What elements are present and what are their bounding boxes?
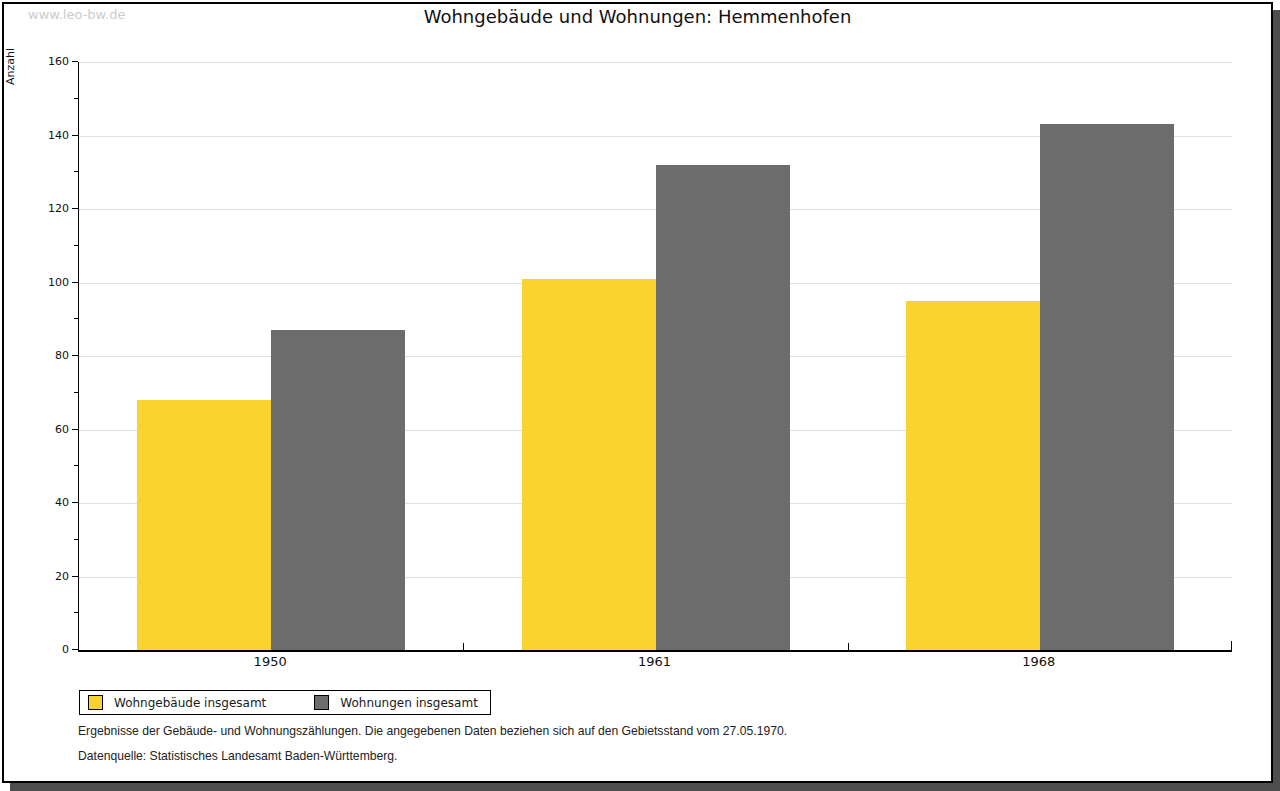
gridline-160 bbox=[79, 62, 1232, 63]
x-tick-label-1950: 1950 bbox=[254, 654, 287, 669]
y-tick-label-60: 60 bbox=[33, 423, 69, 437]
y-tick-label-100: 100 bbox=[33, 276, 69, 290]
legend-label-wohnungen: Wohnungen insgesamt bbox=[340, 696, 478, 710]
footnote-line-2: Datenquelle: Statistisches Landesamt Bad… bbox=[78, 748, 397, 763]
legend-swatch-wohnungen-icon bbox=[314, 695, 329, 710]
x-axis-end-tick bbox=[1231, 641, 1232, 650]
y-tick-label-160: 160 bbox=[33, 55, 69, 69]
bar-1950-series-1 bbox=[271, 330, 405, 650]
bar-1950-series-0 bbox=[137, 400, 271, 650]
y-tick-label-140: 140 bbox=[33, 129, 69, 143]
footnote-line-1: Ergebnisse der Gebäude- und Wohnungszähl… bbox=[78, 723, 787, 738]
legend: Wohngebäude insgesamt Wohnungen insgesam… bbox=[79, 690, 491, 715]
bar-1968-series-0 bbox=[906, 301, 1040, 650]
x-boundary-tick-1 bbox=[463, 643, 464, 650]
plot-area bbox=[78, 62, 1232, 652]
chart-page-frame: www.leo-bw.de Wohngebäude und Wohnungen:… bbox=[2, 2, 1273, 783]
x-boundary-tick-2 bbox=[848, 643, 849, 650]
y-tick-label-0: 0 bbox=[33, 643, 69, 657]
legend-label-wohngebaeude: Wohngebäude insgesamt bbox=[114, 696, 266, 710]
bar-1961-series-1 bbox=[656, 165, 790, 650]
y-axis: 020406080100120140160 bbox=[30, 62, 78, 650]
chart-title: Wohngebäude und Wohnungen: Hemmenhofen bbox=[4, 6, 1271, 27]
x-axis-labels: 1950 1961 1968 bbox=[78, 652, 1231, 672]
y-tick-label-120: 120 bbox=[33, 202, 69, 216]
x-tick-label-1961: 1961 bbox=[638, 654, 671, 669]
y-tick-label-20: 20 bbox=[33, 570, 69, 584]
legend-item-wohnungen: Wohnungen insgesamt bbox=[314, 695, 478, 710]
y-tick-label-80: 80 bbox=[33, 349, 69, 363]
legend-item-wohngebaeude: Wohngebäude insgesamt bbox=[88, 695, 266, 710]
legend-swatch-wohngebaeude-icon bbox=[88, 695, 103, 710]
bar-1968-series-1 bbox=[1040, 124, 1174, 650]
x-tick-label-1968: 1968 bbox=[1022, 654, 1055, 669]
bar-1961-series-0 bbox=[522, 279, 656, 650]
y-axis-title: Anzahl bbox=[4, 48, 17, 85]
y-tick-label-40: 40 bbox=[33, 496, 69, 510]
